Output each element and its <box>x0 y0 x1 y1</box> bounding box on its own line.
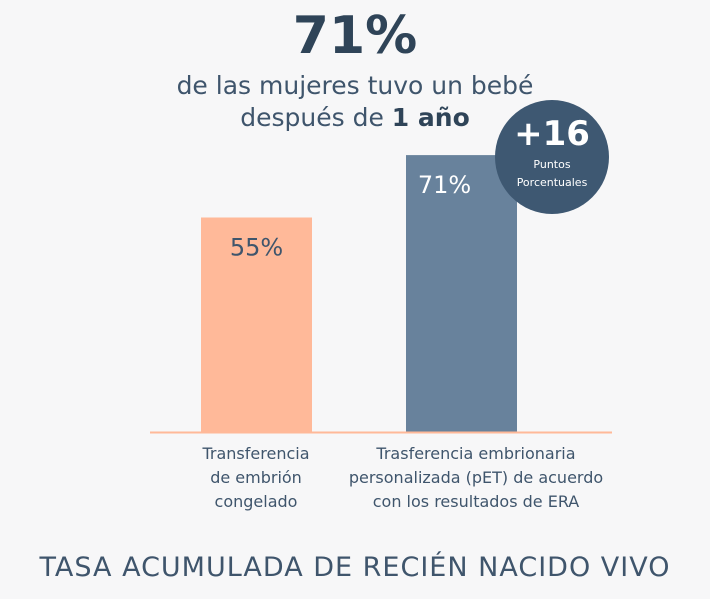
subtitle-line-2: después de 1 año <box>0 102 710 134</box>
category-1-line-3: congelado <box>214 492 298 511</box>
bar-2 <box>406 155 517 432</box>
subtitle-bold: 1 año <box>391 103 470 132</box>
badge-label-line-1: Puntos <box>533 158 571 171</box>
subtitle-line-1: de las mujeres tuvo un bebé <box>176 71 534 100</box>
category-1-line-2: de embrión <box>210 468 302 487</box>
category-2-line-1: Trasferencia embrionaria <box>376 444 576 463</box>
bar-value-label-2: 71% <box>418 171 471 199</box>
headline-percentage: 71% <box>292 6 418 66</box>
subtitle-prefix: después de <box>240 103 392 132</box>
bar-value-label-1: 55% <box>230 234 283 262</box>
bar-1 <box>201 217 312 432</box>
category-label-2: Trasferencia embrionaria personalizada (… <box>330 442 622 514</box>
badge-value: +16 <box>514 114 590 154</box>
badge-label-line-2: Porcentuales <box>516 176 588 189</box>
category-1-line-1: Transferencia <box>202 444 310 463</box>
chart-footer-title: TASA ACUMULADA DE RECIÉN NACIDO VIVO <box>39 552 671 583</box>
difference-badge: +16 Puntos Porcentuales <box>495 100 609 214</box>
category-2-line-3: con los resultados de ERA <box>372 492 580 511</box>
category-label-1: Transferencia de embrión congelado <box>170 442 342 514</box>
category-2-line-2: personalizada (pET) de acuerdo <box>348 468 604 487</box>
